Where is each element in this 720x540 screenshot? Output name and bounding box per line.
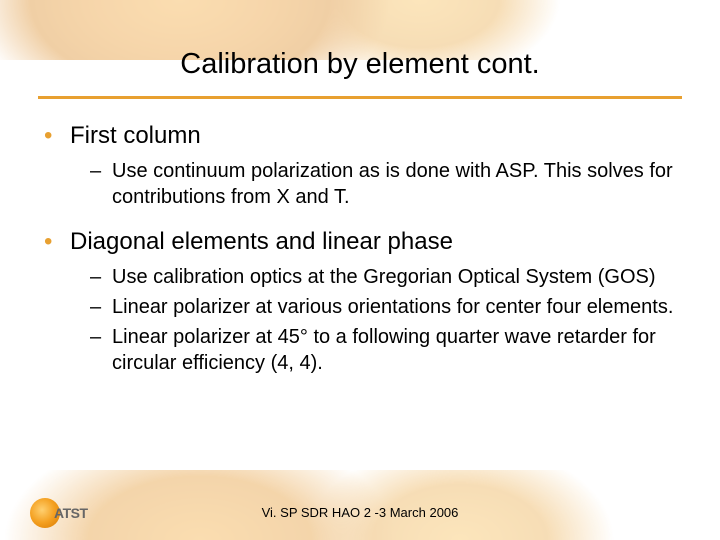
sub-bullet-item: – Linear polarizer at 45° to a following… [90,324,676,376]
sub-bullet-text: Linear polarizer at 45° to a following q… [112,324,676,376]
bullet-marker: • [44,228,70,256]
title-underline [38,96,682,99]
dash-marker: – [90,294,112,320]
bullet-item: • First column [44,122,676,150]
sub-bullet-item: – Use calibration optics at the Gregoria… [90,264,676,290]
slide-body: • First column – Use continuum polarizat… [44,122,676,380]
dash-marker: – [90,158,112,210]
bullet-text: First column [70,122,201,150]
bullet-marker: • [44,122,70,150]
bullet-item: • Diagonal elements and linear phase [44,228,676,256]
footer-text: Vi. SP SDR HAO 2 -3 March 2006 [0,505,720,520]
spacer [44,214,676,228]
slide: Calibration by element cont. • First col… [0,0,720,540]
sub-bullet-text: Use continuum polarization as is done wi… [112,158,676,210]
sub-bullet-item: – Linear polarizer at various orientatio… [90,294,676,320]
bullet-text: Diagonal elements and linear phase [70,228,453,256]
sub-bullet-item: – Use continuum polarization as is done … [90,158,676,210]
slide-title: Calibration by element cont. [0,48,720,81]
dash-marker: – [90,324,112,376]
sub-bullet-text: Use calibration optics at the Gregorian … [112,264,656,290]
sub-bullet-text: Linear polarizer at various orientations… [112,294,673,320]
dash-marker: – [90,264,112,290]
